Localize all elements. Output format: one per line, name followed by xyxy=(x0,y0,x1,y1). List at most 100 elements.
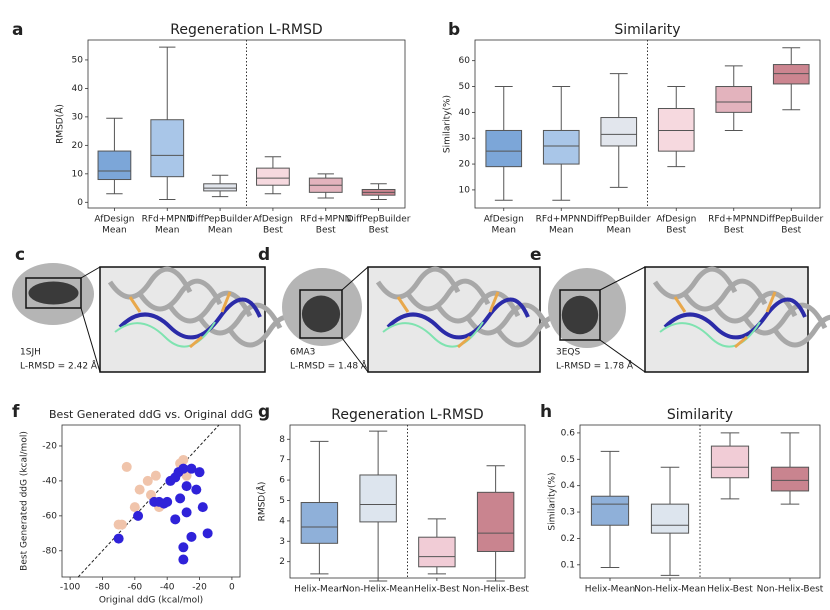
protein-ribbon xyxy=(772,315,830,348)
y-tick-label: -80 xyxy=(42,546,57,556)
box xyxy=(359,474,397,523)
y-tick-label: -20 xyxy=(42,441,57,451)
rmsd-label: L-RMSD = 1.48 Å xyxy=(290,360,368,372)
chart-title: Regeneration L-RMSD xyxy=(170,22,322,38)
surface-core xyxy=(561,295,599,335)
point xyxy=(178,454,189,465)
surface-core xyxy=(301,295,341,333)
peptide xyxy=(386,297,530,340)
y-tick-label: 50 xyxy=(459,82,471,92)
y-tick-label: 6 xyxy=(279,476,285,486)
protein-ribbon xyxy=(137,278,223,312)
axes-frame xyxy=(61,424,241,578)
x-tick-label: Non-Helix-Best xyxy=(757,585,824,595)
point xyxy=(181,481,192,492)
x-tick-label: Helix-Mean xyxy=(585,585,635,595)
point xyxy=(202,528,213,539)
panel-label: d xyxy=(258,245,270,265)
point xyxy=(186,531,197,542)
x-tick-label: AfDesign xyxy=(656,215,696,225)
box xyxy=(650,503,690,534)
x-tick-label: Best xyxy=(666,226,686,236)
x-tick-label: Non-Helix-Best xyxy=(462,585,529,595)
chart-title: Similarity xyxy=(667,407,733,423)
box xyxy=(256,167,290,186)
y-tick-label: 20 xyxy=(459,160,471,170)
y-tick-label: 20 xyxy=(72,141,84,151)
y-tick-label: 3 xyxy=(279,537,285,547)
zoom-box xyxy=(299,289,343,339)
x-tick-label: Best xyxy=(781,226,801,236)
chart-title: Similarity xyxy=(614,22,680,38)
point xyxy=(149,496,160,507)
point xyxy=(150,470,161,481)
zoom-line xyxy=(599,339,646,373)
peptide xyxy=(663,297,807,340)
pdb-id: 3EQS xyxy=(556,348,580,358)
x-tick-label: Non-Helix-Mean xyxy=(342,585,414,595)
y-tick-label: 0.1 xyxy=(561,560,575,570)
panel-label: c xyxy=(15,245,25,265)
x-tick-label: Mean xyxy=(155,226,180,236)
rmsd-label: L-RMSD = 1.78 Å xyxy=(556,360,634,372)
point xyxy=(129,502,140,513)
side-chains xyxy=(128,291,232,349)
point xyxy=(175,493,186,504)
box xyxy=(715,86,753,113)
point xyxy=(113,533,124,544)
x-tick-label: RFd+MPNN xyxy=(536,215,587,225)
y-tick-label: 50 xyxy=(72,55,84,65)
box xyxy=(485,129,523,168)
point xyxy=(186,463,197,474)
x-tick-label: -40 xyxy=(160,583,175,593)
protein-ribbon xyxy=(652,266,738,300)
y-tick-label: 0.2 xyxy=(561,534,575,544)
protein-ribbon xyxy=(682,278,768,312)
y-axis-label: RMSD(Å) xyxy=(256,482,268,522)
x-tick-label: Mean xyxy=(491,226,516,236)
x-tick-label: AfDesign xyxy=(253,215,293,225)
box xyxy=(710,445,750,479)
y-tick-label: 30 xyxy=(72,112,84,122)
y-tick-label: 2 xyxy=(279,557,285,567)
y-tick-label: 60 xyxy=(459,56,471,66)
protein-ribbon xyxy=(465,302,551,336)
protein-ribbon xyxy=(197,302,283,336)
y-axis-label: Best Generated ddG (kcal/mol) xyxy=(20,431,30,571)
point xyxy=(197,502,208,513)
box xyxy=(657,107,695,152)
box xyxy=(770,466,810,492)
y-tick-label: 30 xyxy=(459,134,471,144)
y-tick-label: 10 xyxy=(459,185,471,195)
y-tick-label: 8 xyxy=(279,435,285,445)
point xyxy=(116,519,127,530)
x-tick-label: Best xyxy=(369,226,389,236)
y-axis-label: RMSD(Å) xyxy=(54,104,66,144)
panel-label: e xyxy=(530,245,542,265)
x-tick-label: Best xyxy=(724,226,744,236)
x-tick-label: Best xyxy=(263,226,283,236)
chart-title: Regeneration L-RMSD xyxy=(331,407,483,423)
x-tick-label: RFd+MPNN xyxy=(300,215,351,225)
protein-ribbon xyxy=(375,266,461,300)
x-tick-label: Helix-Best xyxy=(414,585,460,595)
x-tick-label: Helix-Best xyxy=(707,585,753,595)
zoom-box xyxy=(25,277,82,309)
x-tick-label: DiffPepBuilder xyxy=(759,215,823,225)
x-tick-label: RFd+MPNN xyxy=(142,215,193,225)
point xyxy=(178,554,189,565)
x-tick-label: Mean xyxy=(208,226,233,236)
x-tick-label: DiffPepBuilder xyxy=(587,215,651,225)
point xyxy=(194,467,205,478)
point xyxy=(121,461,132,472)
peptide xyxy=(118,297,262,340)
panel-label: f xyxy=(12,402,20,422)
y-tick-label: 40 xyxy=(459,108,471,118)
x-tick-label: AfDesign xyxy=(94,215,134,225)
zoom-line xyxy=(80,307,101,373)
rmsd-label: L-RMSD = 2.42 Å xyxy=(20,360,98,372)
x-tick-label: -80 xyxy=(95,583,110,593)
x-tick-label: DiffPepBuilder xyxy=(347,215,411,225)
y-tick-label: 10 xyxy=(72,169,84,179)
zoom-line xyxy=(341,337,369,373)
